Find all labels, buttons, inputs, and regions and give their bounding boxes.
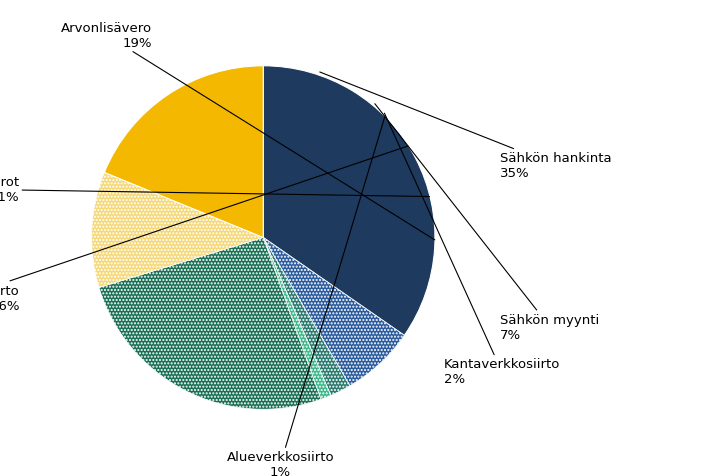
Wedge shape [263,238,350,396]
Text: Kantaverkkosiirto
2%: Kantaverkkosiirto 2% [385,114,560,386]
Wedge shape [263,238,404,386]
Wedge shape [91,173,263,288]
Text: Sähköverot
11%: Sähköverot 11% [0,176,430,204]
Wedge shape [99,238,321,409]
Text: Arvonlisävero
19%: Arvonlisävero 19% [60,22,435,240]
Text: Jakeluverkkosiirto
26%: Jakeluverkkosiirto 26% [0,147,408,312]
Text: Sähkön myynti
7%: Sähkön myynti 7% [375,104,600,341]
Text: Sähkön hankinta
35%: Sähkön hankinta 35% [320,73,612,180]
Wedge shape [263,67,435,336]
Wedge shape [105,67,263,238]
Wedge shape [263,238,331,399]
Text: Alueverkkosiirto
1%: Alueverkkosiirto 1% [227,117,385,476]
